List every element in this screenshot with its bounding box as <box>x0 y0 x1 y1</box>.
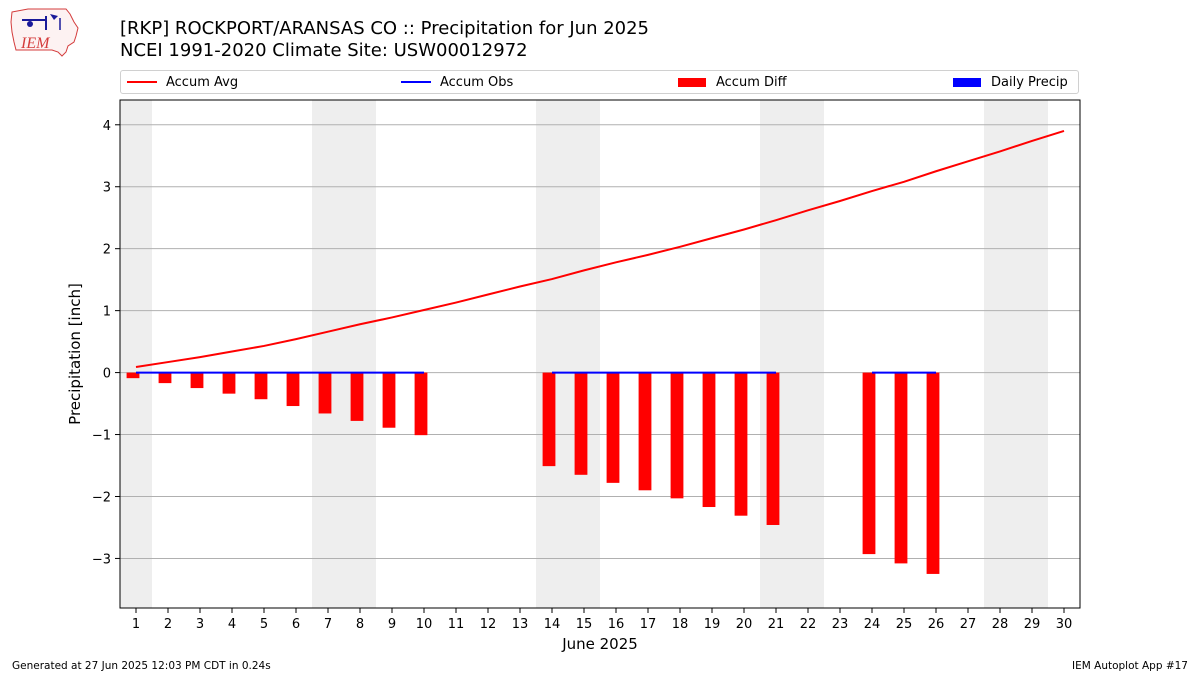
legend-swatch-accum-avg <box>127 81 157 83</box>
diff-bar-day-6 <box>286 372 300 407</box>
x-tick-label: 9 <box>388 617 396 632</box>
diff-bar-day-4 <box>222 372 236 394</box>
x-tick-label: 6 <box>292 617 300 632</box>
legend-label-accum-obs: Accum Obs <box>440 74 514 90</box>
diff-bar-day-5 <box>254 372 268 400</box>
diff-bar-day-10 <box>414 372 428 436</box>
weekend-band-2 <box>536 100 600 608</box>
y-tick-label: −2 <box>92 490 111 505</box>
weekend-band-4 <box>984 100 1048 608</box>
x-tick-label: 8 <box>356 617 364 632</box>
y-tick-label: 4 <box>103 119 111 134</box>
diff-bar-day-1 <box>126 372 140 379</box>
x-tick-label: 29 <box>1024 617 1041 632</box>
accum-avg-line <box>135 130 1065 368</box>
x-tick-label: 11 <box>448 617 465 632</box>
x-tick-label: 13 <box>512 617 529 632</box>
iem-logo: IEM <box>10 8 79 57</box>
generated-timestamp: Generated at 27 Jun 2025 12:03 PM CDT in… <box>12 660 271 672</box>
legend-swatch-daily-precip <box>953 77 981 87</box>
diff-bar-day-25 <box>894 372 908 564</box>
plot-frame <box>119 99 1081 609</box>
x-tick-label: 27 <box>960 617 977 632</box>
x-tick-label: 18 <box>672 617 689 632</box>
diff-bar-day-19 <box>702 372 716 508</box>
legend-label-daily-precip: Daily Precip <box>991 74 1068 90</box>
app-credit: IEM Autoplot App #17 <box>1072 660 1188 672</box>
x-tick-label: 20 <box>736 617 753 632</box>
x-tick-label: 3 <box>196 617 204 632</box>
x-axis-label: June 2025 <box>561 635 638 653</box>
y-axis-label: Precipitation [inch] <box>66 283 84 425</box>
x-tick-label: 17 <box>640 617 657 632</box>
y-tick-label: −3 <box>92 552 111 567</box>
legend-item-accum-diff: Accum Diff <box>678 71 787 93</box>
legend-item-daily-precip: Daily Precip <box>953 71 1068 93</box>
legend-item-accum-obs: Accum Obs <box>401 71 513 93</box>
diff-bar-day-17 <box>638 372 652 491</box>
x-tick-label: 1 <box>132 617 140 632</box>
legend-label-accum-diff: Accum Diff <box>716 74 787 90</box>
diff-bar-day-18 <box>670 372 684 499</box>
diff-bar-day-24 <box>862 372 876 555</box>
legend-swatch-accum-obs <box>401 81 431 83</box>
diff-bar-day-7 <box>318 372 332 414</box>
x-tick-label: 23 <box>832 617 849 632</box>
x-tick-label: 5 <box>260 617 268 632</box>
x-tick-label: 4 <box>228 617 236 632</box>
weekend-band-1 <box>312 100 376 608</box>
chart-subtitle: NCEI 1991-2020 Climate Site: USW00012972 <box>120 40 528 61</box>
chart-title: [RKP] ROCKPORT/ARANSAS CO :: Precipitati… <box>120 18 650 39</box>
legend-label-accum-avg: Accum Avg <box>166 74 239 90</box>
legend-swatch-accum-diff <box>678 77 706 87</box>
x-tick-label: 30 <box>1056 617 1073 632</box>
y-tick-label: 1 <box>103 305 111 320</box>
legend-item-accum-avg: Accum Avg <box>127 71 238 93</box>
diff-bar-day-15 <box>574 372 588 475</box>
x-tick-label: 19 <box>704 617 721 632</box>
x-tick-label: 24 <box>864 617 881 632</box>
y-tick-label: 0 <box>103 367 111 382</box>
diff-bar-day-21 <box>766 372 780 525</box>
x-tick-label: 10 <box>416 617 433 632</box>
weekend-band-0 <box>120 100 152 608</box>
y-tick-label: 3 <box>103 181 111 196</box>
x-tick-label: 28 <box>992 617 1009 632</box>
svg-text:IEM: IEM <box>20 35 51 52</box>
x-tick-label: 2 <box>164 617 172 632</box>
diff-bar-day-20 <box>734 372 748 516</box>
diff-bar-day-2 <box>158 372 172 384</box>
x-tick-label: 7 <box>324 617 332 632</box>
diff-bar-day-3 <box>190 372 204 389</box>
y-tick-label: −1 <box>92 429 111 444</box>
diff-bar-day-8 <box>350 372 364 421</box>
diff-bar-day-16 <box>606 372 620 483</box>
x-tick-label: 14 <box>544 617 561 632</box>
diff-bar-day-14 <box>542 372 556 467</box>
x-tick-label: 26 <box>928 617 945 632</box>
x-tick-label: 16 <box>608 617 625 632</box>
x-tick-label: 12 <box>480 617 497 632</box>
x-tick-label: 22 <box>800 617 817 632</box>
x-tick-label: 15 <box>576 617 593 632</box>
x-tick-label: 25 <box>896 617 913 632</box>
diff-bar-day-26 <box>926 372 940 574</box>
x-tick-label: 21 <box>768 617 785 632</box>
y-tick-label: 2 <box>103 243 111 258</box>
diff-bar-day-9 <box>382 372 396 428</box>
legend: Accum Avg Accum Obs Accum Diff Daily Pre… <box>120 70 1079 94</box>
weekend-band-3 <box>760 100 824 608</box>
